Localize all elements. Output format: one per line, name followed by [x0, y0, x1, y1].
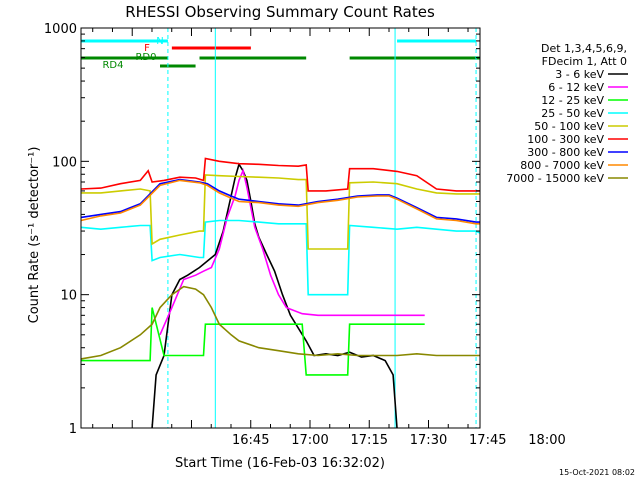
y-tick-label: 1 [69, 422, 77, 437]
series-line-5 [80, 157, 480, 192]
y-tick-label: 1000 [44, 22, 77, 37]
legend-entry-label: 50 - 100 keV [534, 120, 604, 133]
x-tick-label: 17:30 [410, 433, 447, 448]
legend-entry-label: 7000 - 15000 keV [506, 172, 604, 185]
legend-entry-label: 300 - 800 keV [527, 146, 604, 159]
series-line-7 [80, 179, 480, 225]
footer-timestamp: 15-Oct-2021 08:02 [559, 468, 635, 477]
legend-entry-label: 100 - 300 keV [527, 133, 604, 146]
y-tick-label: 100 [52, 155, 77, 170]
series-line-3 [80, 219, 481, 296]
series-lines [80, 157, 481, 429]
legend-entry-label: 12 - 25 keV [541, 94, 604, 107]
x-tick-label: 16:45 [232, 433, 269, 448]
legend-entry-label: 6 - 12 keV [548, 81, 604, 94]
flag-label-f: F [144, 43, 150, 54]
x-tick-label: 17:45 [469, 433, 506, 448]
y-axis-label: Count Rate (s⁻¹ detector⁻¹) [27, 147, 42, 324]
y-tick-label: 10 [60, 289, 77, 304]
legend-header-line: FDecim 1, Att 0 [542, 55, 627, 68]
series-line-1 [159, 168, 425, 336]
series-line-2 [81, 307, 425, 376]
x-tick-label: 17:15 [351, 433, 388, 448]
series-line-8 [80, 285, 480, 360]
series-line-4 [81, 174, 480, 250]
legend-entry-label: 25 - 50 keV [541, 107, 604, 120]
legend-header-line: Det 1,3,4,5,6,9, [541, 42, 627, 55]
series-line-6 [80, 178, 480, 223]
legend-entry-label: 800 - 7000 keV [520, 159, 604, 172]
legend: Det 1,3,4,5,6,9,FDecim 1, Att 03 - 6 keV… [506, 42, 628, 185]
legend-entry-label: 3 - 6 keV [555, 68, 604, 81]
flag-label-rd0: RD0 [135, 52, 156, 63]
chart-title: RHESSI Observing Summary Count Rates [125, 3, 435, 21]
axes: 1 10 100 1000 16:45 17:00 17:15 17:30 17:45 18:00 [44, 22, 566, 448]
x-axis-label: Start Time (16-Feb-03 16:32:02) [175, 456, 385, 471]
flag-label-rd4: RD4 [102, 60, 123, 71]
x-tick-label: 18:00 [528, 433, 565, 448]
plot-frame [80, 27, 481, 429]
flag-label-n: N [156, 36, 163, 47]
x-tick-label: 17:00 [291, 433, 328, 448]
